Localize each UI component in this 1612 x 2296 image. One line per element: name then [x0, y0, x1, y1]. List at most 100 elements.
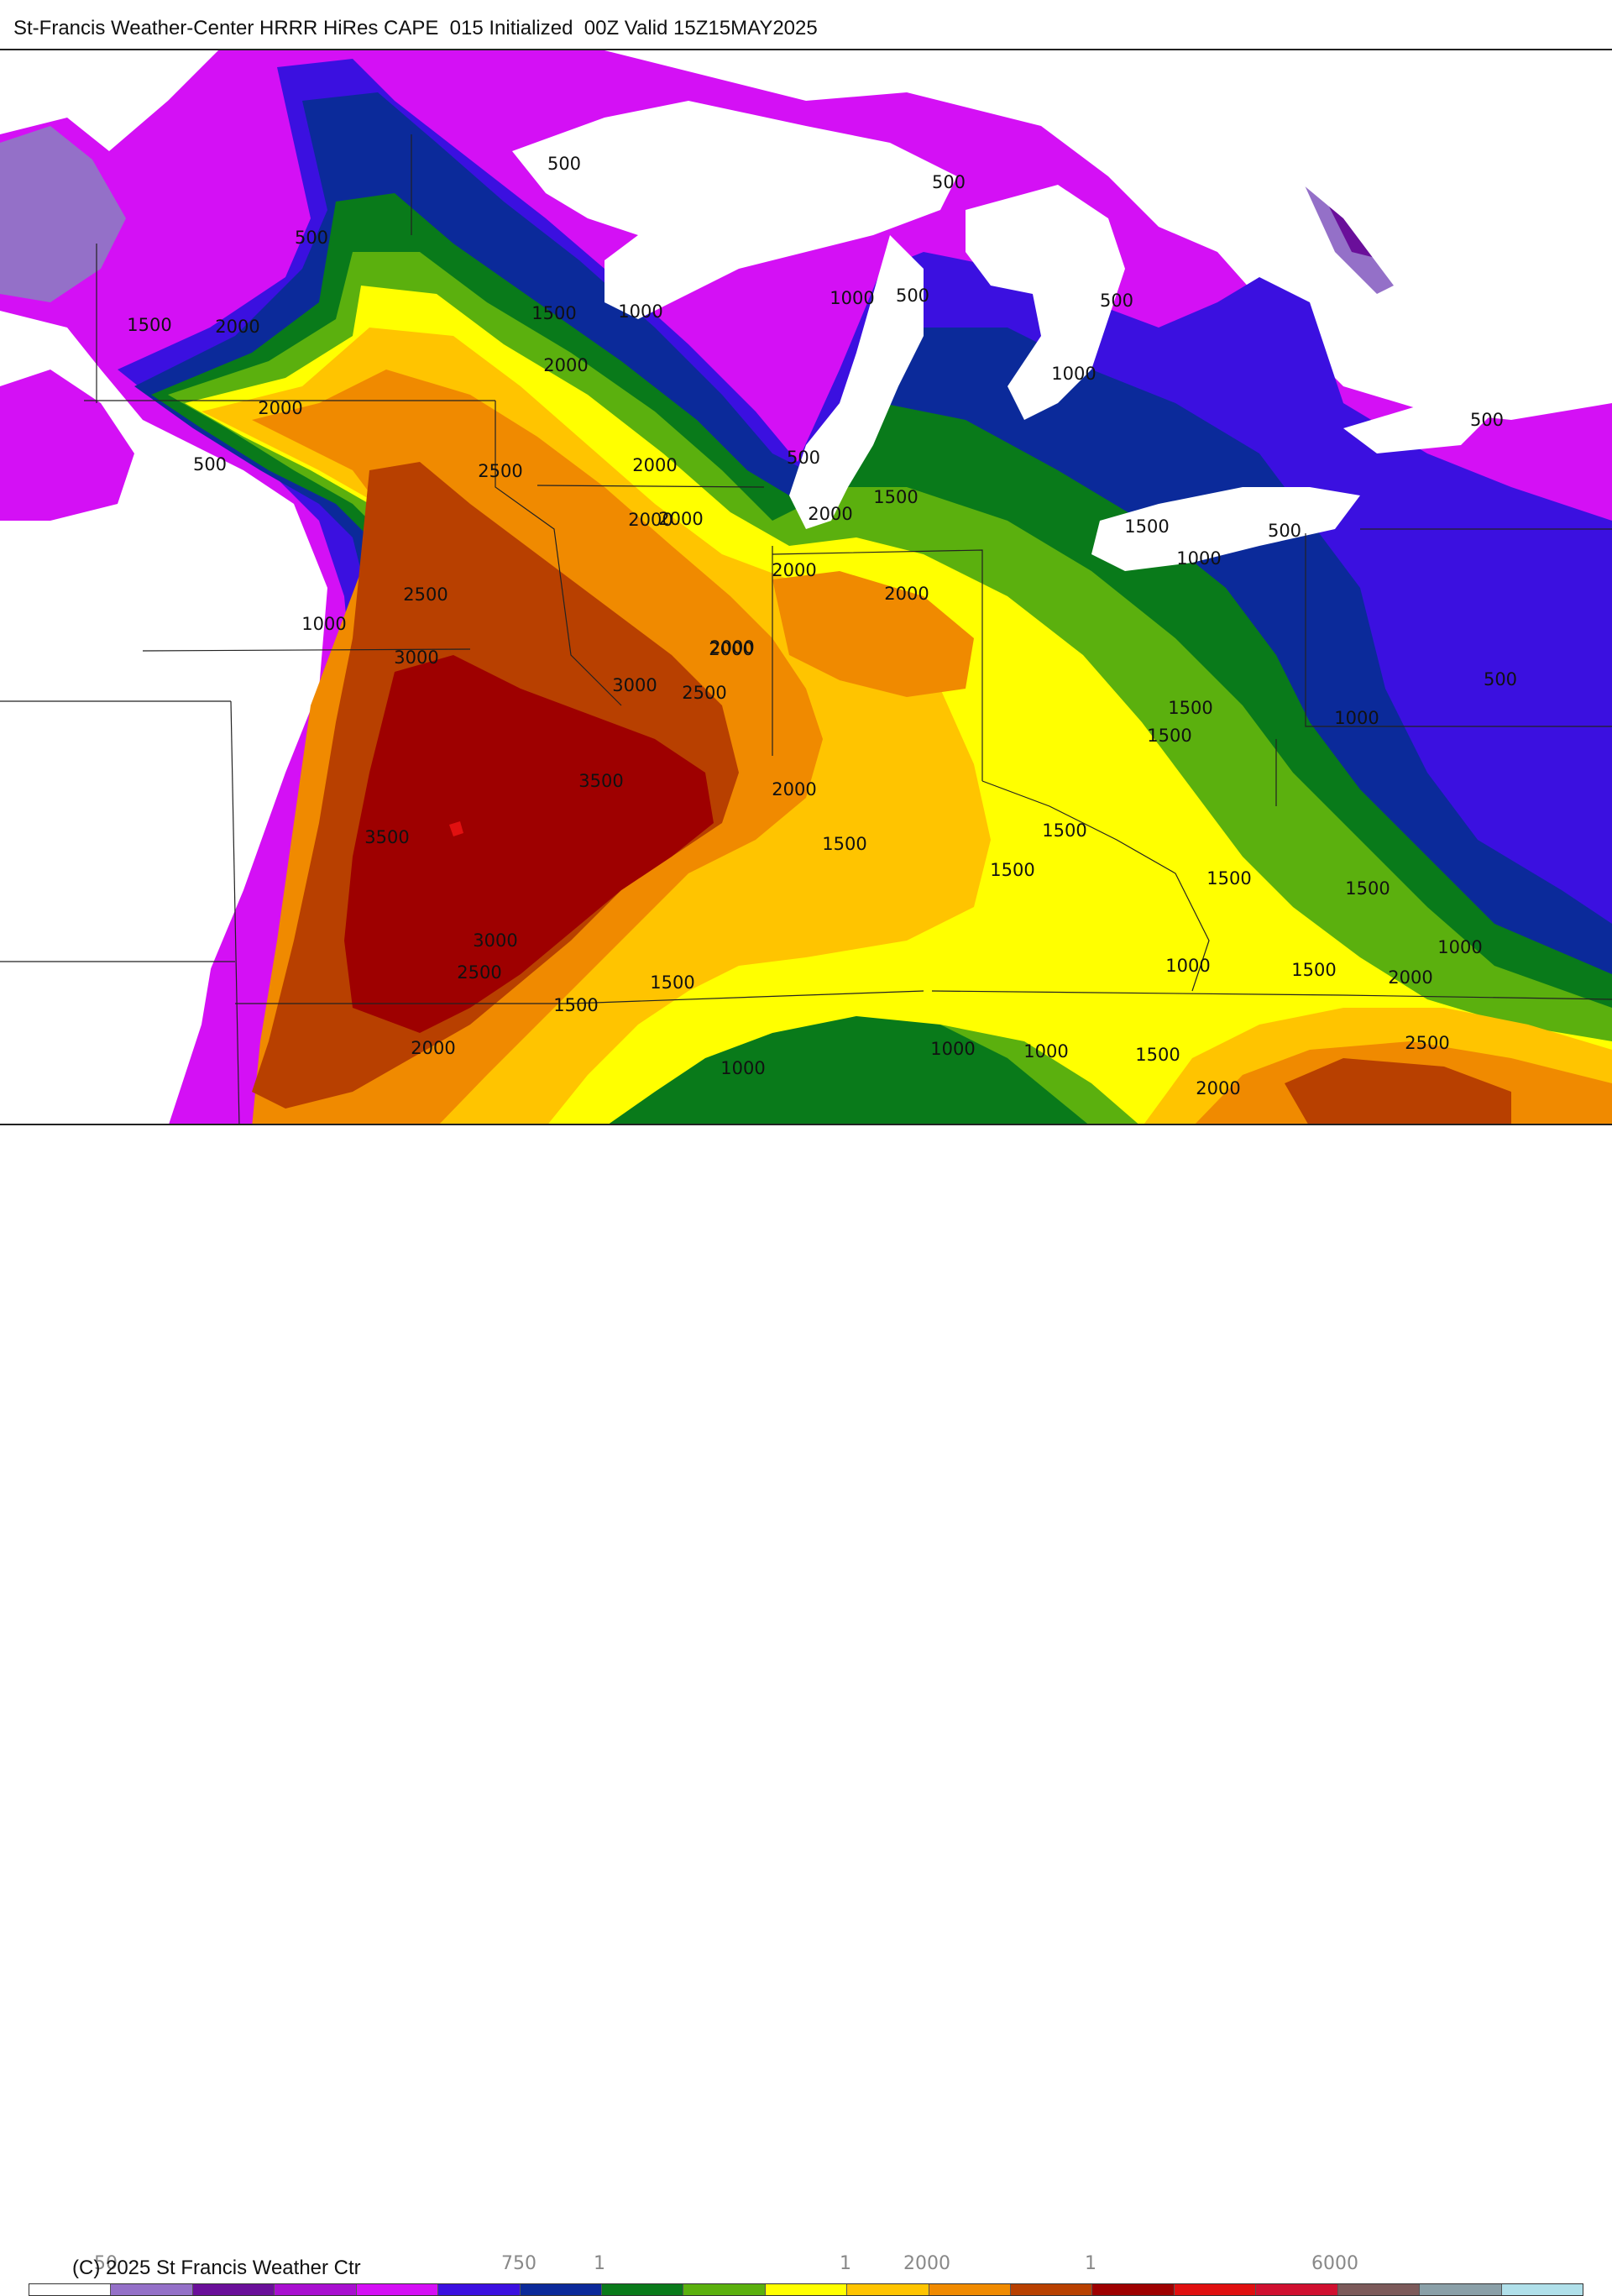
legend-swatch	[929, 2284, 1012, 2295]
legend-tick-label: 1	[840, 2253, 851, 2274]
contour-label: 500	[295, 228, 328, 248]
contour-label: 1000	[301, 614, 346, 634]
contour-label: 1500	[1345, 878, 1390, 899]
legend-swatch	[1256, 2284, 1338, 2295]
contour-label: 1500	[1291, 960, 1336, 980]
contour-label: 1500	[127, 315, 171, 335]
contour-label: 1500	[1147, 726, 1191, 746]
legend-swatch	[1092, 2284, 1175, 2295]
contour-label: 3000	[394, 647, 438, 668]
legend-swatch	[765, 2284, 848, 2295]
legend-swatch	[111, 2284, 193, 2295]
contour-label: 500	[932, 172, 966, 192]
contour-label: 2000	[628, 510, 673, 530]
legend-swatch	[29, 2284, 112, 2295]
legend-tick-label: 750	[501, 2253, 536, 2274]
contour-label: 1500	[1168, 698, 1212, 718]
legend-swatch	[601, 2284, 684, 2295]
contour-label: 2000	[215, 317, 259, 337]
no-cape-northeast	[1142, 76, 1612, 344]
copyright-text: (C) 2025 St Francis Weather Ctr	[72, 2257, 361, 2279]
legend-swatch	[1337, 2284, 1421, 2295]
contour-label: 2000	[1388, 967, 1432, 988]
legend-swatch	[275, 2284, 357, 2295]
contour-label: 1500	[553, 995, 598, 1015]
color-scale-bar	[29, 2283, 1583, 2296]
contour-label: 1000	[830, 288, 874, 308]
contour-label: 2500	[403, 584, 447, 605]
contour-label: 2000	[709, 637, 754, 658]
contour-label: 2000	[632, 455, 677, 475]
contour-label: 1500	[1124, 516, 1169, 537]
contour-label: 1500	[1135, 1045, 1180, 1065]
legend-swatch	[192, 2284, 275, 2295]
contour-label: 2000	[772, 560, 816, 580]
legend-swatch	[1420, 2284, 1502, 2295]
legend-swatch	[1174, 2284, 1257, 2295]
contour-label: 1000	[1023, 1041, 1068, 1062]
state-boundaries	[0, 134, 1612, 1124]
contour-label: 500	[1470, 410, 1504, 430]
contour-label: 500	[896, 286, 929, 306]
no-cape-west	[0, 521, 218, 1124]
contour-label: 3500	[364, 827, 409, 847]
contour-label: 2000	[709, 639, 753, 659]
contour-label: 2000	[884, 584, 929, 604]
legend-tick-label: 1	[1085, 2253, 1096, 2274]
contour-label: 3500	[578, 771, 623, 791]
contour-label: 1000	[618, 301, 662, 322]
contour-label: 500	[193, 454, 227, 474]
contour-label: 2500	[682, 683, 726, 703]
contour-label: 1500	[990, 860, 1034, 880]
legend-swatch	[520, 2284, 602, 2295]
contour-label: 500	[1268, 521, 1301, 541]
contour-label: 1000	[720, 1058, 765, 1078]
contour-label: 2000	[411, 1038, 455, 1058]
contour-label: 1000	[1334, 708, 1379, 728]
chart-title: St-Francis Weather-Center HRRR HiRes CAP…	[13, 17, 818, 39]
contour-label: 1000	[930, 1039, 975, 1059]
contour-label: 2500	[1405, 1033, 1449, 1053]
contour-label: 1500	[531, 303, 576, 323]
cape-map: 500 500 1500 2000 500 1500 1000 2000 2000 500 500 1…	[0, 49, 1612, 1125]
contour-label: 2000	[258, 398, 302, 418]
contour-label: 2500	[457, 962, 501, 983]
contour-label: 2000	[772, 779, 816, 799]
cape-band-lavender-west	[0, 126, 126, 302]
contour-label: 1000	[1176, 548, 1221, 569]
lake-huron	[966, 185, 1125, 420]
contour-label: 2000	[1196, 1078, 1240, 1098]
legend-tick-label: 2000	[903, 2253, 950, 2274]
lake-erie	[1091, 487, 1360, 571]
legend: 50 750 1 1 2000 1 6000 (C) 2025 St Franc…	[0, 1125, 1612, 2296]
legend-swatch	[356, 2284, 439, 2295]
contour-label: 2000	[808, 504, 852, 524]
lake-ontario	[1343, 403, 1494, 453]
contour-label: 500	[1484, 669, 1517, 689]
contour-label: 500	[787, 448, 820, 468]
lake-michigan	[789, 235, 924, 529]
contour-label: 2000	[543, 355, 588, 375]
contour-label: 1500	[873, 487, 918, 507]
contour-label: 1500	[822, 834, 866, 854]
contour-label: 1500	[650, 972, 694, 993]
contour-label: 1500	[1042, 820, 1086, 841]
contour-label: 1000	[1051, 364, 1096, 384]
cape-band-red-spot	[449, 821, 463, 836]
contour-label: 500	[1100, 291, 1133, 311]
legend-swatch	[683, 2284, 766, 2295]
contour-label: 3000	[612, 675, 657, 695]
cape-band-orange-central	[772, 571, 974, 697]
contour-label: 1000	[1165, 956, 1210, 976]
contour-label: 2500	[478, 461, 522, 481]
lake-superior	[512, 101, 957, 319]
contour-label: 1500	[1206, 868, 1251, 889]
legend-tick-label: 6000	[1311, 2253, 1358, 2274]
legend-tick-label: 1	[594, 2253, 605, 2274]
contour-label: 2000	[658, 509, 703, 529]
cape-band-darkred	[344, 655, 714, 1033]
contour-label: 3000	[473, 930, 517, 951]
contour-label: 1000	[1437, 937, 1482, 957]
